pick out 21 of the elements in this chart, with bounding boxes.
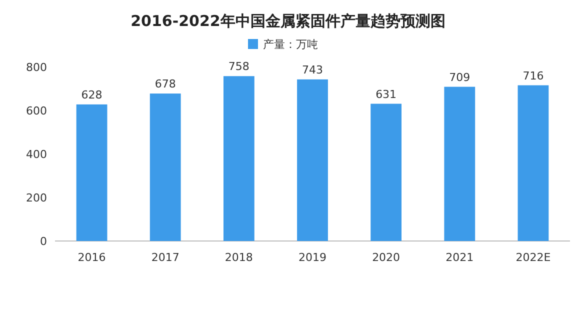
xtick: 2017	[151, 251, 180, 264]
data-label: 709	[449, 70, 470, 84]
xtick: 2019	[298, 251, 326, 264]
xtick: 2021	[446, 251, 474, 264]
xtick: 2018	[224, 251, 253, 264]
xtick: 2020	[372, 251, 400, 264]
xtick: 2016	[78, 251, 106, 264]
xtick: 2022E	[516, 251, 551, 264]
ytick: 0	[40, 235, 47, 248]
legend: 产量：万吨	[263, 38, 318, 51]
data-label: 716	[522, 69, 544, 82]
data-label: 678	[154, 78, 176, 91]
ytick: 400	[26, 148, 47, 161]
data-label: 631	[376, 88, 397, 101]
ytick: 200	[26, 192, 47, 204]
ytick: 600	[26, 104, 47, 118]
data-label: 628	[81, 88, 102, 102]
data-label: 758	[228, 60, 250, 74]
title: 2016-2022年中国金属紧固件产量趋势预测图	[130, 12, 446, 30]
data-label: 743	[302, 63, 323, 76]
ytick: 800	[26, 61, 47, 74]
